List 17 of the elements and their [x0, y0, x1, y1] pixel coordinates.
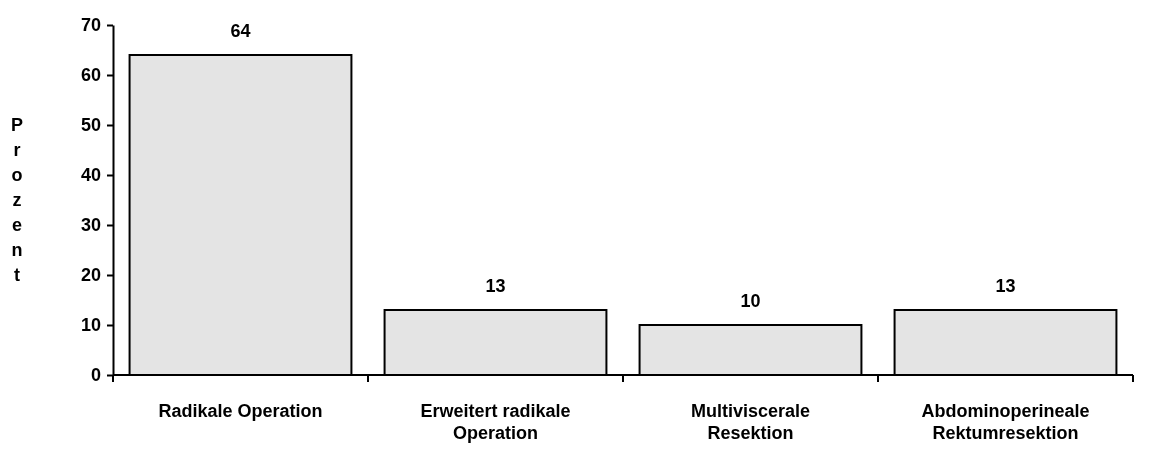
data-label: 13: [995, 276, 1016, 296]
y-tick-label: 20: [80, 265, 101, 286]
y-tick-label: 0: [90, 365, 101, 386]
y-tick-label: 10: [80, 315, 101, 336]
data-label: 13: [485, 276, 506, 296]
y-tick-label: 70: [80, 15, 101, 36]
x-tick-label: Multiviscerale Resektion: [690, 401, 811, 443]
y-tick-label: 60: [80, 65, 101, 86]
x-tick-label: Radikale Operation: [158, 401, 323, 421]
y-tick-label: 30: [80, 215, 101, 236]
y-tick-label: 50: [80, 115, 101, 136]
x-tick-label: Abdominoperineale Rektumresektion: [921, 401, 1090, 443]
data-label: 64: [230, 21, 251, 41]
x-tick-label: Erweitert radikale Operation: [420, 401, 571, 443]
y-axis-title: Prozent: [10, 115, 24, 285]
data-label: 10: [740, 291, 761, 311]
y-tick-label: 40: [80, 165, 101, 186]
